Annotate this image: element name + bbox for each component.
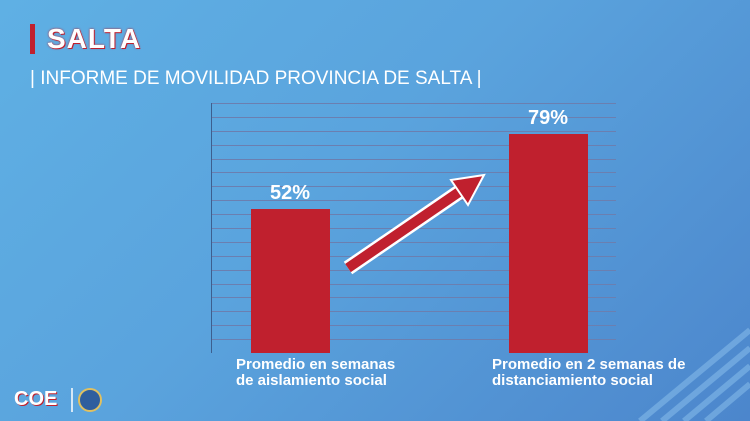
emblem [78,388,102,412]
grid-line [212,269,616,271]
grid-line [212,311,616,313]
grid-line [212,130,616,132]
grid-line [212,255,616,257]
grid-line [212,186,616,188]
value-label: 52% [269,181,311,204]
grid-line [212,172,616,174]
grid-line [212,116,616,118]
category-label: Promedio en 2 semanas de distanciamiento… [492,356,686,389]
trend-arrow [343,173,486,275]
grid-line [212,158,616,160]
stripes [638,327,750,421]
category-label: Promedio en semanas de aislamiento socia… [236,356,396,389]
grid-line [212,297,616,299]
logo: COE [14,388,58,410]
value-label: 79% [527,106,569,129]
grid-line [212,241,616,243]
grid-line [212,103,616,104]
grid-line [212,325,616,327]
title: SALTA [30,24,141,54]
bar [251,208,330,353]
grid-line [212,283,616,285]
plot-area [211,103,616,353]
grid-line [212,200,616,202]
grid-line [212,339,616,341]
bar [509,133,588,353]
grid-line [212,144,616,146]
subtitle: | INFORME DE MOVILIDAD PROVINCIA DE SALT… [30,68,482,89]
